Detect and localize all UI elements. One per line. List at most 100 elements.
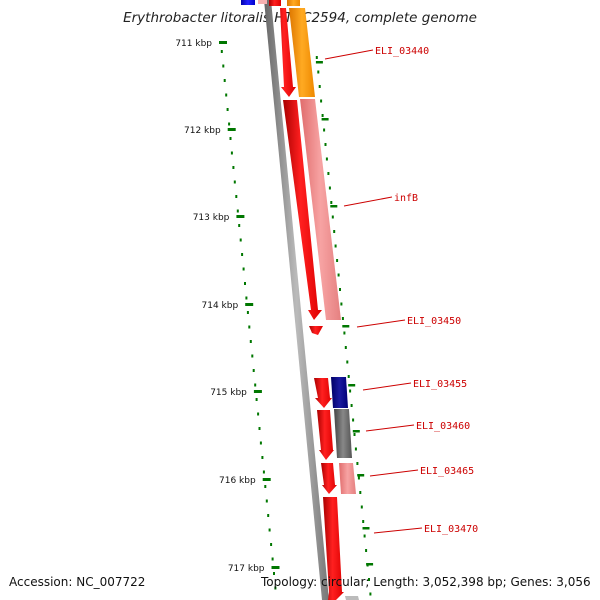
scale-dot xyxy=(223,79,226,82)
scale-dot xyxy=(238,224,241,227)
guide-tick xyxy=(357,474,365,477)
guide-dot xyxy=(334,244,337,248)
guide-dot xyxy=(356,462,359,465)
guide-dot xyxy=(347,375,350,378)
scale-dot xyxy=(274,586,277,590)
scale-label: 711 kbp xyxy=(175,39,212,49)
gene-arrow xyxy=(317,410,334,460)
gene-fragment-pink-top xyxy=(258,0,267,4)
guide-tick xyxy=(315,61,323,64)
gene-block-navy xyxy=(331,377,348,408)
gene-fragment-orange-top xyxy=(287,0,300,6)
scale-dot xyxy=(242,267,245,271)
gene-arrow xyxy=(321,463,337,494)
guide-dot xyxy=(315,56,318,59)
guide-dot xyxy=(346,360,349,364)
scale-label: 716 kbp xyxy=(219,476,256,486)
gene-label: ELI_03465 xyxy=(420,466,474,477)
gene-block-orange xyxy=(289,8,315,97)
scale-dot xyxy=(262,470,265,474)
guide-dot xyxy=(336,259,339,262)
scale-dot xyxy=(225,93,228,97)
scale-dot xyxy=(246,311,249,314)
gene-label: infB xyxy=(394,193,418,204)
scale-dot xyxy=(268,528,271,532)
scale-dot xyxy=(261,456,264,459)
scale-tick xyxy=(253,390,262,393)
scale-dot xyxy=(248,325,251,329)
gene-label: ELI_03460 xyxy=(416,421,470,432)
scale-tick xyxy=(219,41,227,44)
accession-text: Accession: NC_007722 xyxy=(9,575,146,589)
guide-dot xyxy=(344,346,347,349)
gene-arrow xyxy=(274,8,296,97)
guide-dot xyxy=(333,230,336,233)
scale-dot xyxy=(252,369,255,372)
gene-block-grey xyxy=(334,409,352,458)
guide-dot xyxy=(354,447,357,451)
scale-dot xyxy=(241,253,244,256)
guide-tick xyxy=(362,527,370,530)
guide-dot xyxy=(337,273,340,277)
guide-dot xyxy=(339,288,341,291)
scale-dot xyxy=(267,514,270,517)
scale-dot xyxy=(259,441,262,445)
guide-dot xyxy=(320,99,323,103)
gene-block-grey-bottom xyxy=(345,596,359,600)
gene-label-leader xyxy=(356,319,406,328)
guide-dot xyxy=(331,215,334,219)
guide-dot xyxy=(369,592,372,596)
guide-dot xyxy=(343,331,346,335)
guide-dot xyxy=(360,505,363,509)
scale-tick xyxy=(262,478,271,481)
scale-dot xyxy=(230,151,233,155)
guide-dot xyxy=(352,418,355,422)
scale-label: 714 kbp xyxy=(202,301,239,311)
guide-dot xyxy=(353,433,356,436)
gene-block-pink-infb xyxy=(300,99,341,320)
guide-dot xyxy=(328,186,331,190)
guide-dot xyxy=(357,476,360,480)
guide-dot xyxy=(368,578,370,581)
guide-tick xyxy=(330,205,338,208)
scale-dot xyxy=(270,543,273,546)
gene-label-leader xyxy=(343,196,393,207)
guide-dot xyxy=(318,85,321,88)
gene-label: ELI_03450 xyxy=(407,316,461,327)
gene-block-pink xyxy=(339,463,356,494)
gene-label: ELI_03440 xyxy=(375,46,429,57)
guide-dot xyxy=(365,549,368,552)
gene-arrow xyxy=(323,497,344,600)
guide-dot xyxy=(317,70,320,74)
scale-dot xyxy=(228,122,231,126)
scale-dot xyxy=(233,180,236,184)
genome-summary-text: Topology: circular; Length: 3,052,398 bp… xyxy=(261,575,591,589)
guide-dot xyxy=(324,143,327,146)
scale-dot xyxy=(239,238,242,242)
scale-tick xyxy=(245,303,254,306)
gene-arrow xyxy=(314,378,332,408)
guide-dot xyxy=(340,302,343,306)
scale-dot xyxy=(249,340,252,343)
guide-dot xyxy=(350,404,353,407)
scale-tick xyxy=(227,128,236,131)
scale-label: 715 kbp xyxy=(210,388,247,398)
scale-dot xyxy=(236,209,239,213)
gene-arrow xyxy=(309,326,323,335)
guide-dot xyxy=(359,491,362,494)
gene-label-leader xyxy=(369,469,419,477)
scale-dot xyxy=(254,383,257,387)
scale-dot xyxy=(229,137,232,140)
guide-tick xyxy=(342,325,350,328)
gene-label-leader xyxy=(373,527,423,534)
guide-tick xyxy=(366,563,374,566)
guide-dot xyxy=(349,389,352,393)
gene-fragment-blue xyxy=(241,0,255,5)
scale-dot xyxy=(244,282,246,285)
scale-dot xyxy=(220,50,223,53)
scale-dot xyxy=(264,485,267,488)
guide-tick xyxy=(321,118,329,121)
guide-dot xyxy=(323,128,326,132)
guide-tick xyxy=(348,384,356,387)
